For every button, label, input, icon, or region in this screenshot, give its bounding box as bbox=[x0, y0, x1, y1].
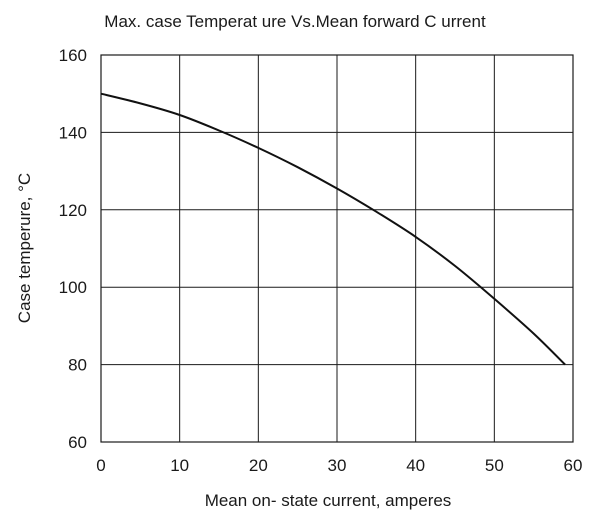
y-tick-label: 100 bbox=[59, 278, 87, 297]
x-tick-label: 10 bbox=[170, 456, 189, 475]
plot-frame bbox=[100, 54, 574, 443]
y-tick-label: 140 bbox=[59, 123, 87, 142]
y-tick-label: 160 bbox=[59, 46, 87, 65]
y-tick-label: 80 bbox=[68, 356, 87, 375]
y-tick-label: 60 bbox=[68, 433, 87, 452]
x-tick-label: 20 bbox=[249, 456, 268, 475]
y-axis-ticks: 60 80 100 120 140 160 bbox=[59, 46, 87, 452]
x-tick-label: 50 bbox=[485, 456, 504, 475]
x-tick-label: 30 bbox=[328, 456, 347, 475]
y-axis-label: Case temperure, °C bbox=[15, 173, 34, 323]
temperature-curve bbox=[100, 92, 566, 366]
x-axis-label: Mean on- state current, amperes bbox=[205, 491, 452, 510]
y-tick-label: 120 bbox=[59, 201, 87, 220]
chart-title: Max. case Temperat ure Vs.Mean forward C… bbox=[104, 12, 486, 31]
x-tick-label: 0 bbox=[96, 456, 105, 475]
x-tick-label: 60 bbox=[564, 456, 583, 475]
x-tick-label: 40 bbox=[406, 456, 425, 475]
x-axis-ticks: 0 10 20 30 40 50 60 bbox=[96, 456, 582, 475]
